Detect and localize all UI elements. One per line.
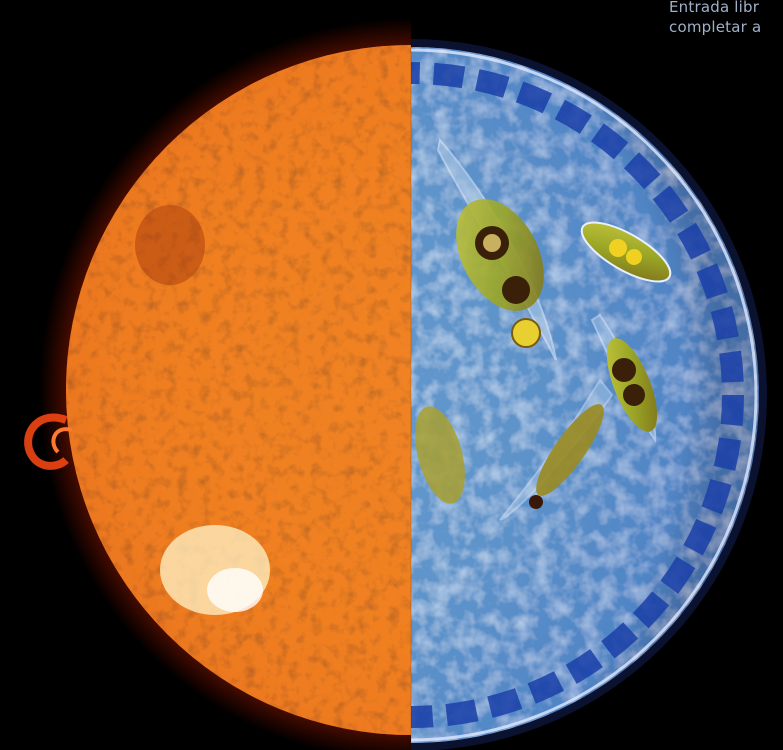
micrograph-half — [411, 39, 767, 750]
caption-line-2: completar a — [669, 18, 762, 36]
cell-diagonal — [536, 404, 604, 496]
sun-half — [24, 18, 411, 750]
caption-line-1: Entrada libr — [669, 0, 760, 16]
partial-caption: Entrada libr completar a — [669, 0, 783, 46]
spore-yellow — [511, 318, 541, 348]
cell-left-edge — [415, 406, 465, 504]
solar-prominence — [24, 413, 69, 470]
